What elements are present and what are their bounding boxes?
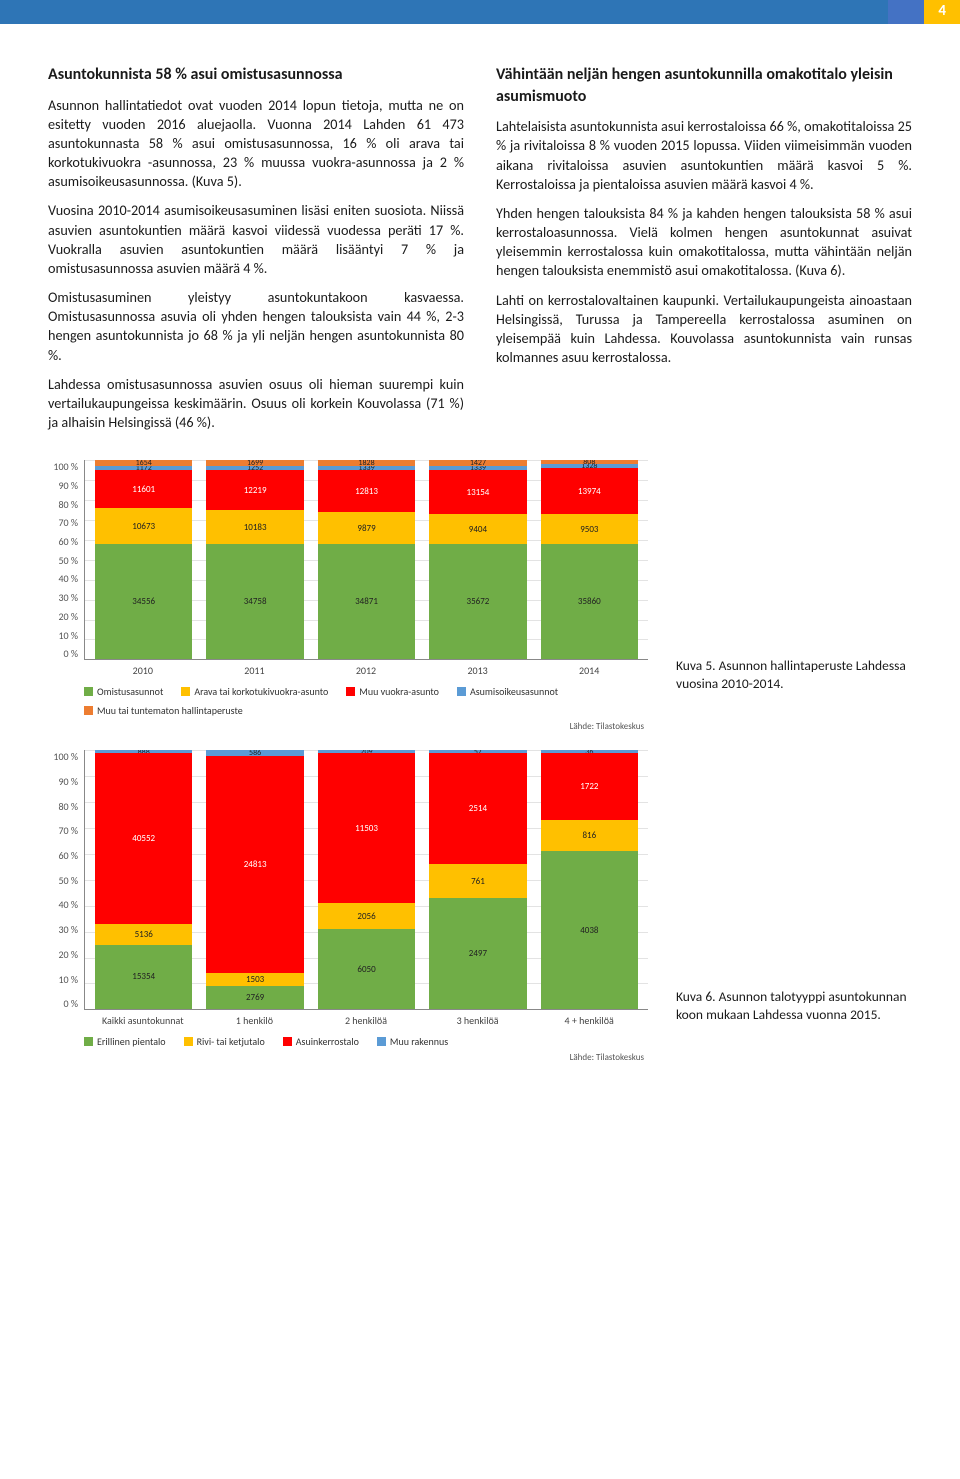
text-columns: Asuntokunnista 58 % asui omistusasunnoss… xyxy=(48,64,912,442)
left-heading: Asuntokunnista 58 % asui omistusasunnoss… xyxy=(48,64,464,86)
chart2-bars: 1535451364055288827691503248135866050205… xyxy=(84,750,648,1010)
chart1-yaxis: 0 %10 %20 %30 %40 %50 %60 %70 %80 %90 %1… xyxy=(48,460,84,660)
chart2-source: Lähde: Tilastokeskus xyxy=(48,1052,648,1063)
chart1-bar: 3487198791281313391828 xyxy=(318,460,415,659)
left-column: Asuntokunnista 58 % asui omistusasunnoss… xyxy=(48,64,464,442)
chart2-xaxis: Kaikki asuntokunnat1 henkilö2 henkilöä3 … xyxy=(84,1010,648,1027)
page-content: Asuntokunnista 58 % asui omistusasunnoss… xyxy=(0,24,960,1083)
left-p3: Omistusasuminen yleistyy asuntokuntakoon… xyxy=(48,288,464,365)
chart1-xaxis: 20102011201220132014 xyxy=(84,660,648,677)
chart1-bar: 3567294041315413391427 xyxy=(429,460,526,659)
chart1-source: Lähde: Tilastokeskus xyxy=(48,721,648,732)
chart2-yaxis: 0 %10 %20 %30 %40 %50 %60 %70 %80 %90 %1… xyxy=(48,750,84,1010)
chart1-row: 0 %10 %20 %30 %40 %50 %60 %70 %80 %90 %1… xyxy=(48,460,912,732)
left-p1: Asunnon hallintatiedot ovat vuoden 2014 … xyxy=(48,96,464,192)
chart2-bar: 15354513640552888 xyxy=(95,750,192,1009)
chart1-bars: 3455610673116011172165434758101831221912… xyxy=(84,460,648,660)
chart2-row: 0 %10 %20 %30 %40 %50 %60 %70 %80 %90 %1… xyxy=(48,750,912,1063)
page-number: 4 xyxy=(938,2,946,20)
chart1-bar: 34758101831221912521699 xyxy=(206,460,303,659)
right-p1: Lahtelaisista asuntokunnista asui kerros… xyxy=(496,117,912,194)
right-heading: Vähintään neljän hengen asuntokunnilla o… xyxy=(496,64,912,107)
accent-seg-1 xyxy=(888,0,924,24)
chart1-caption: Kuva 5. Asunnon hallintaperuste Lahdessa… xyxy=(676,657,912,732)
chart2-bar: 6050205611503209 xyxy=(318,750,415,1009)
chart2: 0 %10 %20 %30 %40 %50 %60 %70 %80 %90 %1… xyxy=(48,750,648,1063)
chart2-bar: 2769150324813586 xyxy=(206,750,303,1009)
left-p4: Lahdessa omistusasunnossa asuvien osuus … xyxy=(48,375,464,433)
chart1-legend: OmistusasunnotArava tai korkotukivuokra-… xyxy=(48,685,648,717)
right-p2: Yhden hengen talouksista 84 % ja kahden … xyxy=(496,204,912,281)
chart1: 0 %10 %20 %30 %40 %50 %60 %70 %80 %90 %1… xyxy=(48,460,648,732)
chart1-bar: 358609503139741328808 xyxy=(541,460,638,659)
chart2-legend: Erillinen pientaloRivi- tai ketjutaloAsu… xyxy=(48,1035,648,1048)
right-p3: Lahti on kerrostalovaltainen kaupunki. V… xyxy=(496,291,912,368)
top-bar: 4 xyxy=(0,0,960,24)
chart1-bar: 34556106731160111721654 xyxy=(95,460,192,659)
chart2-bar: 4038816172236 xyxy=(541,750,638,1009)
chart2-bar: 2497761251457 xyxy=(429,750,526,1009)
chart2-caption: Kuva 6. Asunnon talotyyppi asuntokunnan … xyxy=(676,988,912,1063)
left-p2: Vuosina 2010-2014 asumisoikeusasuminen l… xyxy=(48,201,464,278)
right-column: Vähintään neljän hengen asuntokunnilla o… xyxy=(496,64,912,442)
